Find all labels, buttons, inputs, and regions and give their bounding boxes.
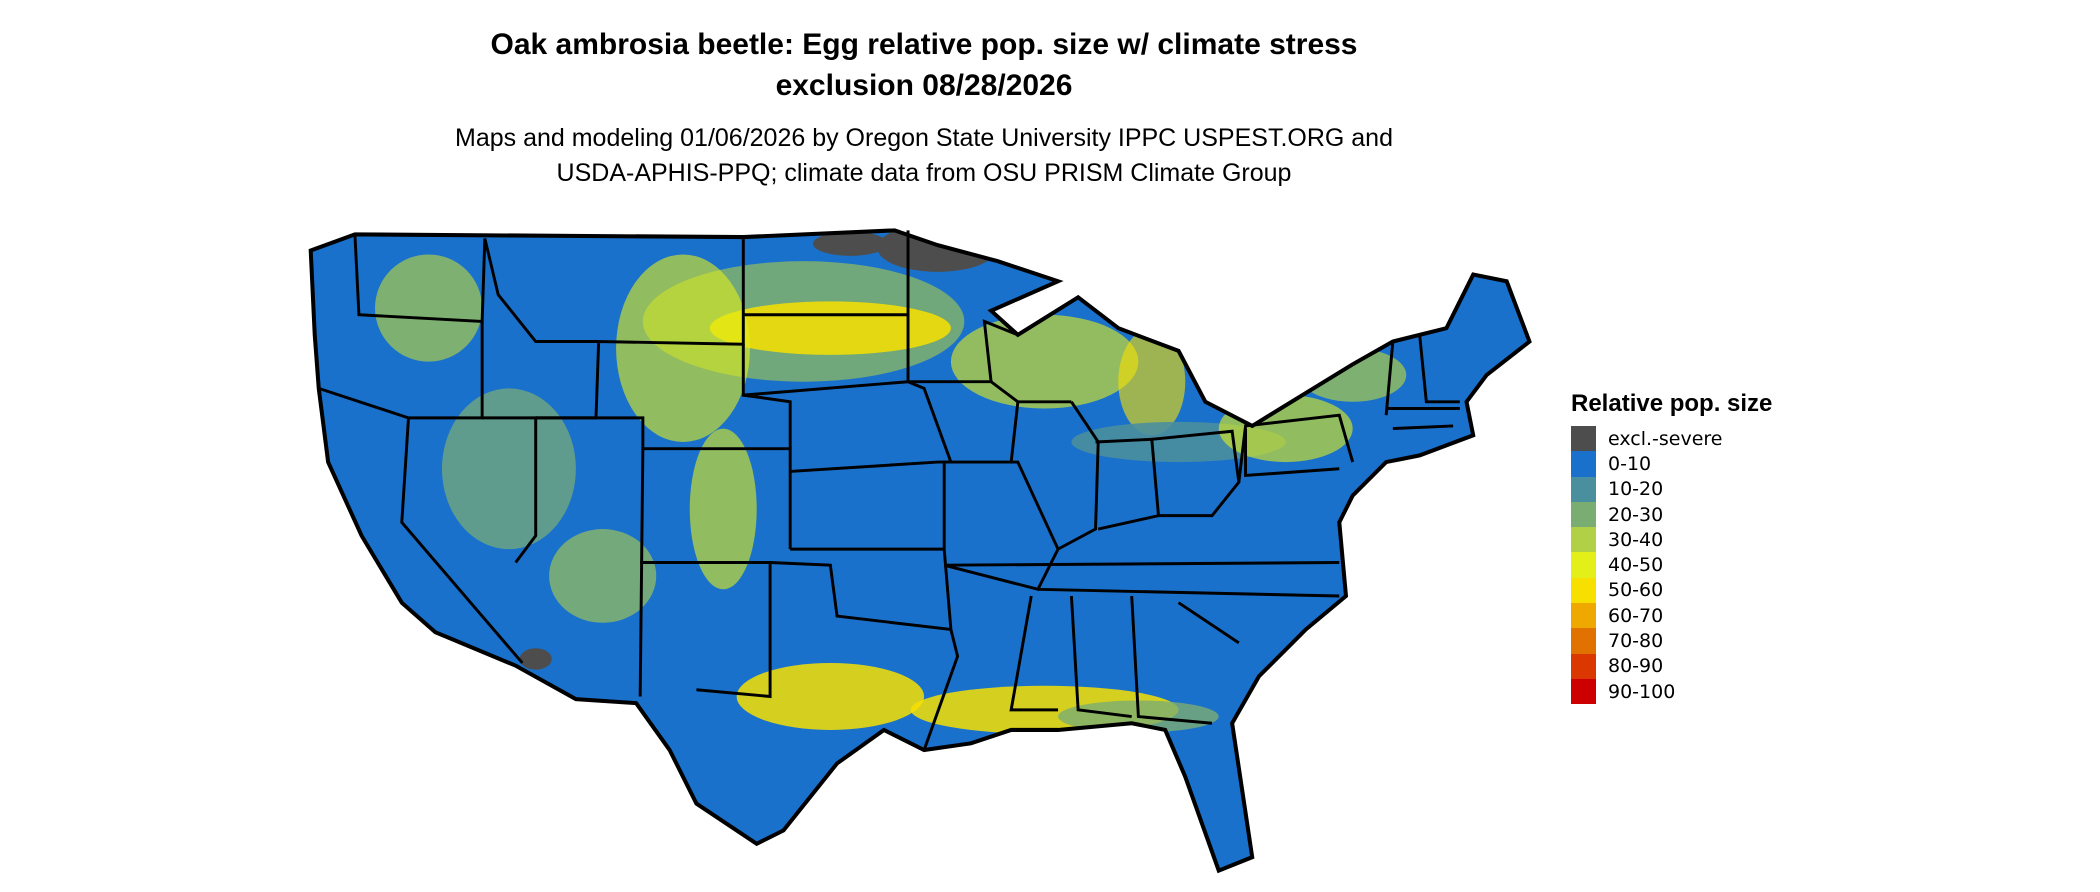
legend-swatch [1571,426,1596,452]
legend-swatch [1571,527,1596,553]
legend-swatch [1571,653,1596,679]
map-title-line1: Oak ambrosia beetle: Egg relative pop. s… [490,28,1358,61]
arizona-yellow [549,529,657,623]
legend-label: 30-40 [1608,528,1664,551]
rockies-yellow [616,254,750,442]
legend-swatch [1571,476,1596,502]
legend-swatch [1571,451,1596,477]
state-boundaries [318,230,1460,751]
map-subtitle-line1: Maps and modeling 01/06/2026 by Oregon S… [455,124,1393,152]
legend-label: 90-100 [1608,680,1676,703]
legend-label: excl.-severe [1608,427,1723,450]
legend-swatch [1571,678,1596,705]
map-title-line2: exclusion 08/28/2026 [775,69,1073,102]
northern-mn-excluded [812,231,888,256]
michigan-yellow [1118,328,1186,436]
legend-item: 30-40 [1571,527,1772,553]
legend-item: 10-20 [1571,476,1772,502]
legend-item: 20-30 [1571,501,1772,528]
colorado-yellow [689,428,757,590]
legend-item: 80-90 [1571,653,1772,679]
legend-label: 80-90 [1608,655,1664,678]
legend-swatch [1571,552,1596,578]
legend: Relative pop. size excl.-severe 0-10 10-20… [1571,390,1773,705]
legend-label: 10-20 [1608,478,1664,501]
upper-midwest-green [950,314,1139,409]
legend-swatch [1571,603,1596,629]
legend-label: 70-80 [1608,630,1664,653]
legend-swatch [1571,577,1596,604]
legend-swatch [1571,501,1596,528]
pacific-nw-yellow [375,254,483,362]
texas-yellow [736,662,925,730]
arizona-excluded [519,648,552,670]
legend-label: 50-60 [1608,579,1664,602]
legend-item: excl.-severe [1571,426,1772,452]
legend-item: 70-80 [1571,628,1772,654]
legend-title: Relative pop. size [1571,390,1773,417]
legend-item: 40-50 [1571,552,1772,578]
legend-item: 90-100 [1571,678,1772,705]
legend-item: 50-60 [1571,577,1772,604]
legend-item: 60-70 [1571,603,1772,629]
legend-label: 20-30 [1608,503,1664,526]
legend-label: 60-70 [1608,604,1664,627]
great-basin-yellow [441,388,576,550]
legend-label: 40-50 [1608,554,1664,577]
legend-swatch [1571,628,1596,654]
legend-label: 0-10 [1608,452,1652,475]
legend-item: 0-10 [1571,451,1772,477]
map-subtitle-line2: USDA-APHIS-PPQ; climate data from OSU PR… [556,159,1292,187]
